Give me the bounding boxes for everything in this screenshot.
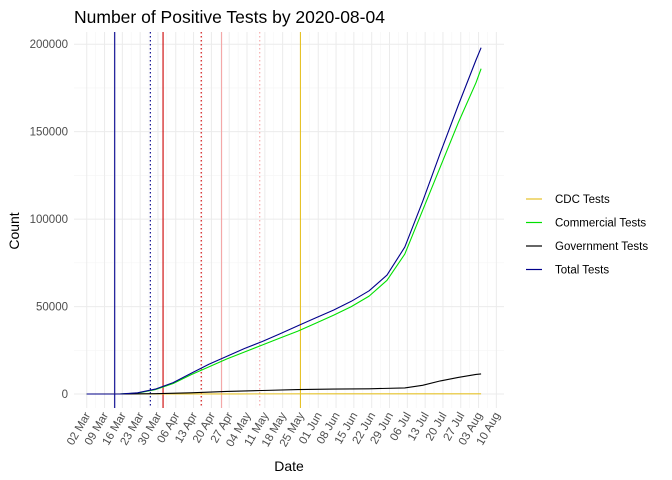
y-axis-title: Count — [6, 212, 22, 249]
y-axis-tick-labels: 0 50000 100000 150000 200000 — [30, 39, 68, 401]
series-lines — [86, 47, 482, 395]
minor-gridlines — [74, 32, 504, 408]
y-tick-label: 150000 — [30, 127, 68, 139]
series-line-total-tests — [86, 47, 482, 395]
y-tick-label: 200000 — [30, 39, 68, 51]
reference-lines — [114, 32, 301, 408]
y-tick-label: 0 — [62, 389, 68, 401]
legend-label: CDC Tests — [555, 194, 610, 206]
legend-label: Total Tests — [555, 265, 609, 277]
series-line-commercial-tests — [86, 68, 482, 395]
chart-title: Number of Positive Tests by 2020-08-04 — [74, 7, 385, 27]
legend: CDC Tests Commercial Tests Government Test… — [526, 194, 648, 277]
major-gridlines — [74, 32, 504, 408]
y-tick-label: 100000 — [30, 214, 68, 226]
x-axis-title: Date — [274, 458, 304, 474]
y-tick-label: 50000 — [36, 302, 68, 314]
legend-label: Government Tests — [555, 241, 648, 253]
series-line-government-tests — [86, 373, 482, 395]
legend-label: Commercial Tests — [555, 218, 646, 230]
